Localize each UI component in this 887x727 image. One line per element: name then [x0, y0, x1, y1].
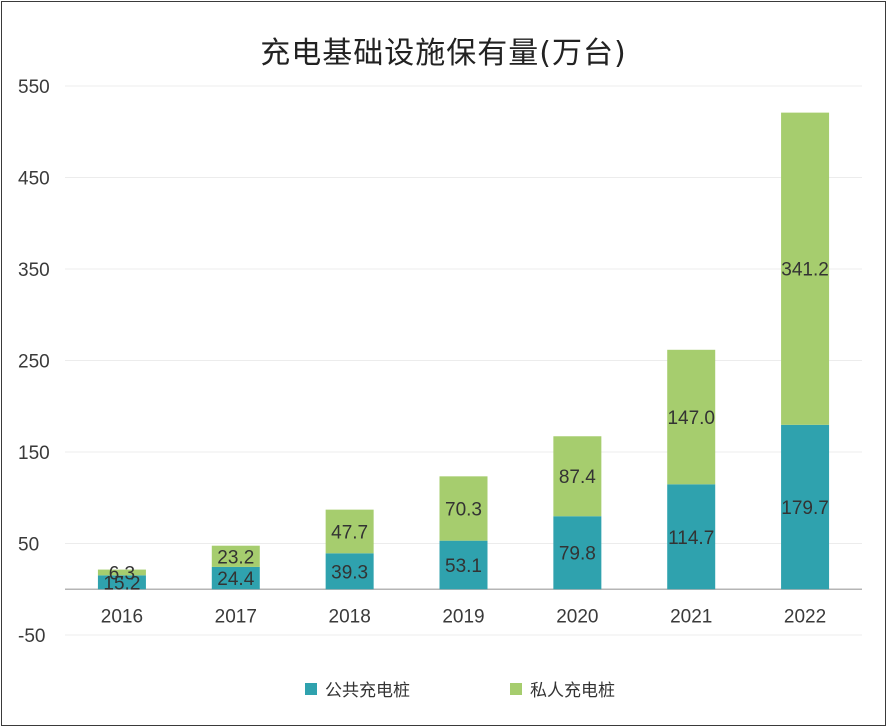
data-label: 47.7: [331, 522, 368, 543]
bar-segment: [211, 566, 260, 590]
bar-segment: [439, 540, 488, 590]
y-tick-label: 450: [18, 169, 50, 190]
data-label: 15.2: [103, 573, 140, 594]
bar-segment: [97, 569, 146, 576]
bar-segment: [667, 349, 716, 485]
data-label: 24.4: [217, 569, 254, 590]
chart-legend: 公共充电桩 私人充电桩: [0, 676, 887, 701]
bar-segment: [553, 516, 602, 590]
data-label: 70.3: [445, 500, 482, 521]
bar-segment: [325, 553, 374, 590]
bar-segment: [211, 545, 260, 567]
data-label: 179.7: [781, 498, 829, 519]
bar-segment: [97, 575, 146, 590]
bar-segment: [325, 509, 374, 554]
data-label: 23.2: [217, 547, 254, 568]
data-label: 114.7: [668, 528, 714, 549]
bar-segment: [667, 484, 716, 590]
bar-segment: [781, 424, 830, 590]
y-tick-label: -50: [18, 626, 45, 647]
y-tick-label: 150: [18, 443, 50, 464]
y-tick-label: 350: [18, 260, 50, 281]
legend-swatch-public: [305, 682, 317, 695]
y-tick-label: 550: [18, 77, 50, 98]
bar-segment: [553, 436, 602, 517]
bar-segment: [781, 112, 830, 425]
x-tick-label: 2022: [784, 606, 826, 627]
y-tick-label: 50: [18, 535, 39, 556]
x-tick-label: 2020: [556, 606, 598, 627]
data-label: 341.2: [781, 260, 829, 281]
x-tick-label: 2019: [442, 606, 484, 627]
y-tick-label: 250: [18, 352, 50, 373]
bar-segment: [439, 476, 488, 541]
data-label: 87.4: [559, 467, 596, 488]
legend-label-private: 私人充电桩: [530, 681, 615, 701]
data-label: 6.3: [109, 563, 135, 584]
x-tick-label: 2016: [101, 606, 143, 627]
legend-swatch-private: [510, 682, 522, 695]
x-tick-label: 2018: [329, 606, 371, 627]
legend-item-private: 私人充电桩: [510, 676, 615, 701]
chart-title: 充电基础设施保有量(万台): [260, 36, 627, 71]
x-tick-label: 2021: [670, 606, 712, 627]
data-label: 79.8: [559, 544, 596, 565]
legend-item-public: 公共充电桩: [305, 676, 410, 701]
data-label: 147.0: [667, 408, 715, 429]
x-tick-label: 2017: [215, 606, 257, 627]
data-label: 39.3: [331, 562, 368, 583]
legend-label-public: 公共充电桩: [325, 681, 410, 701]
data-label: 53.1: [445, 556, 482, 577]
